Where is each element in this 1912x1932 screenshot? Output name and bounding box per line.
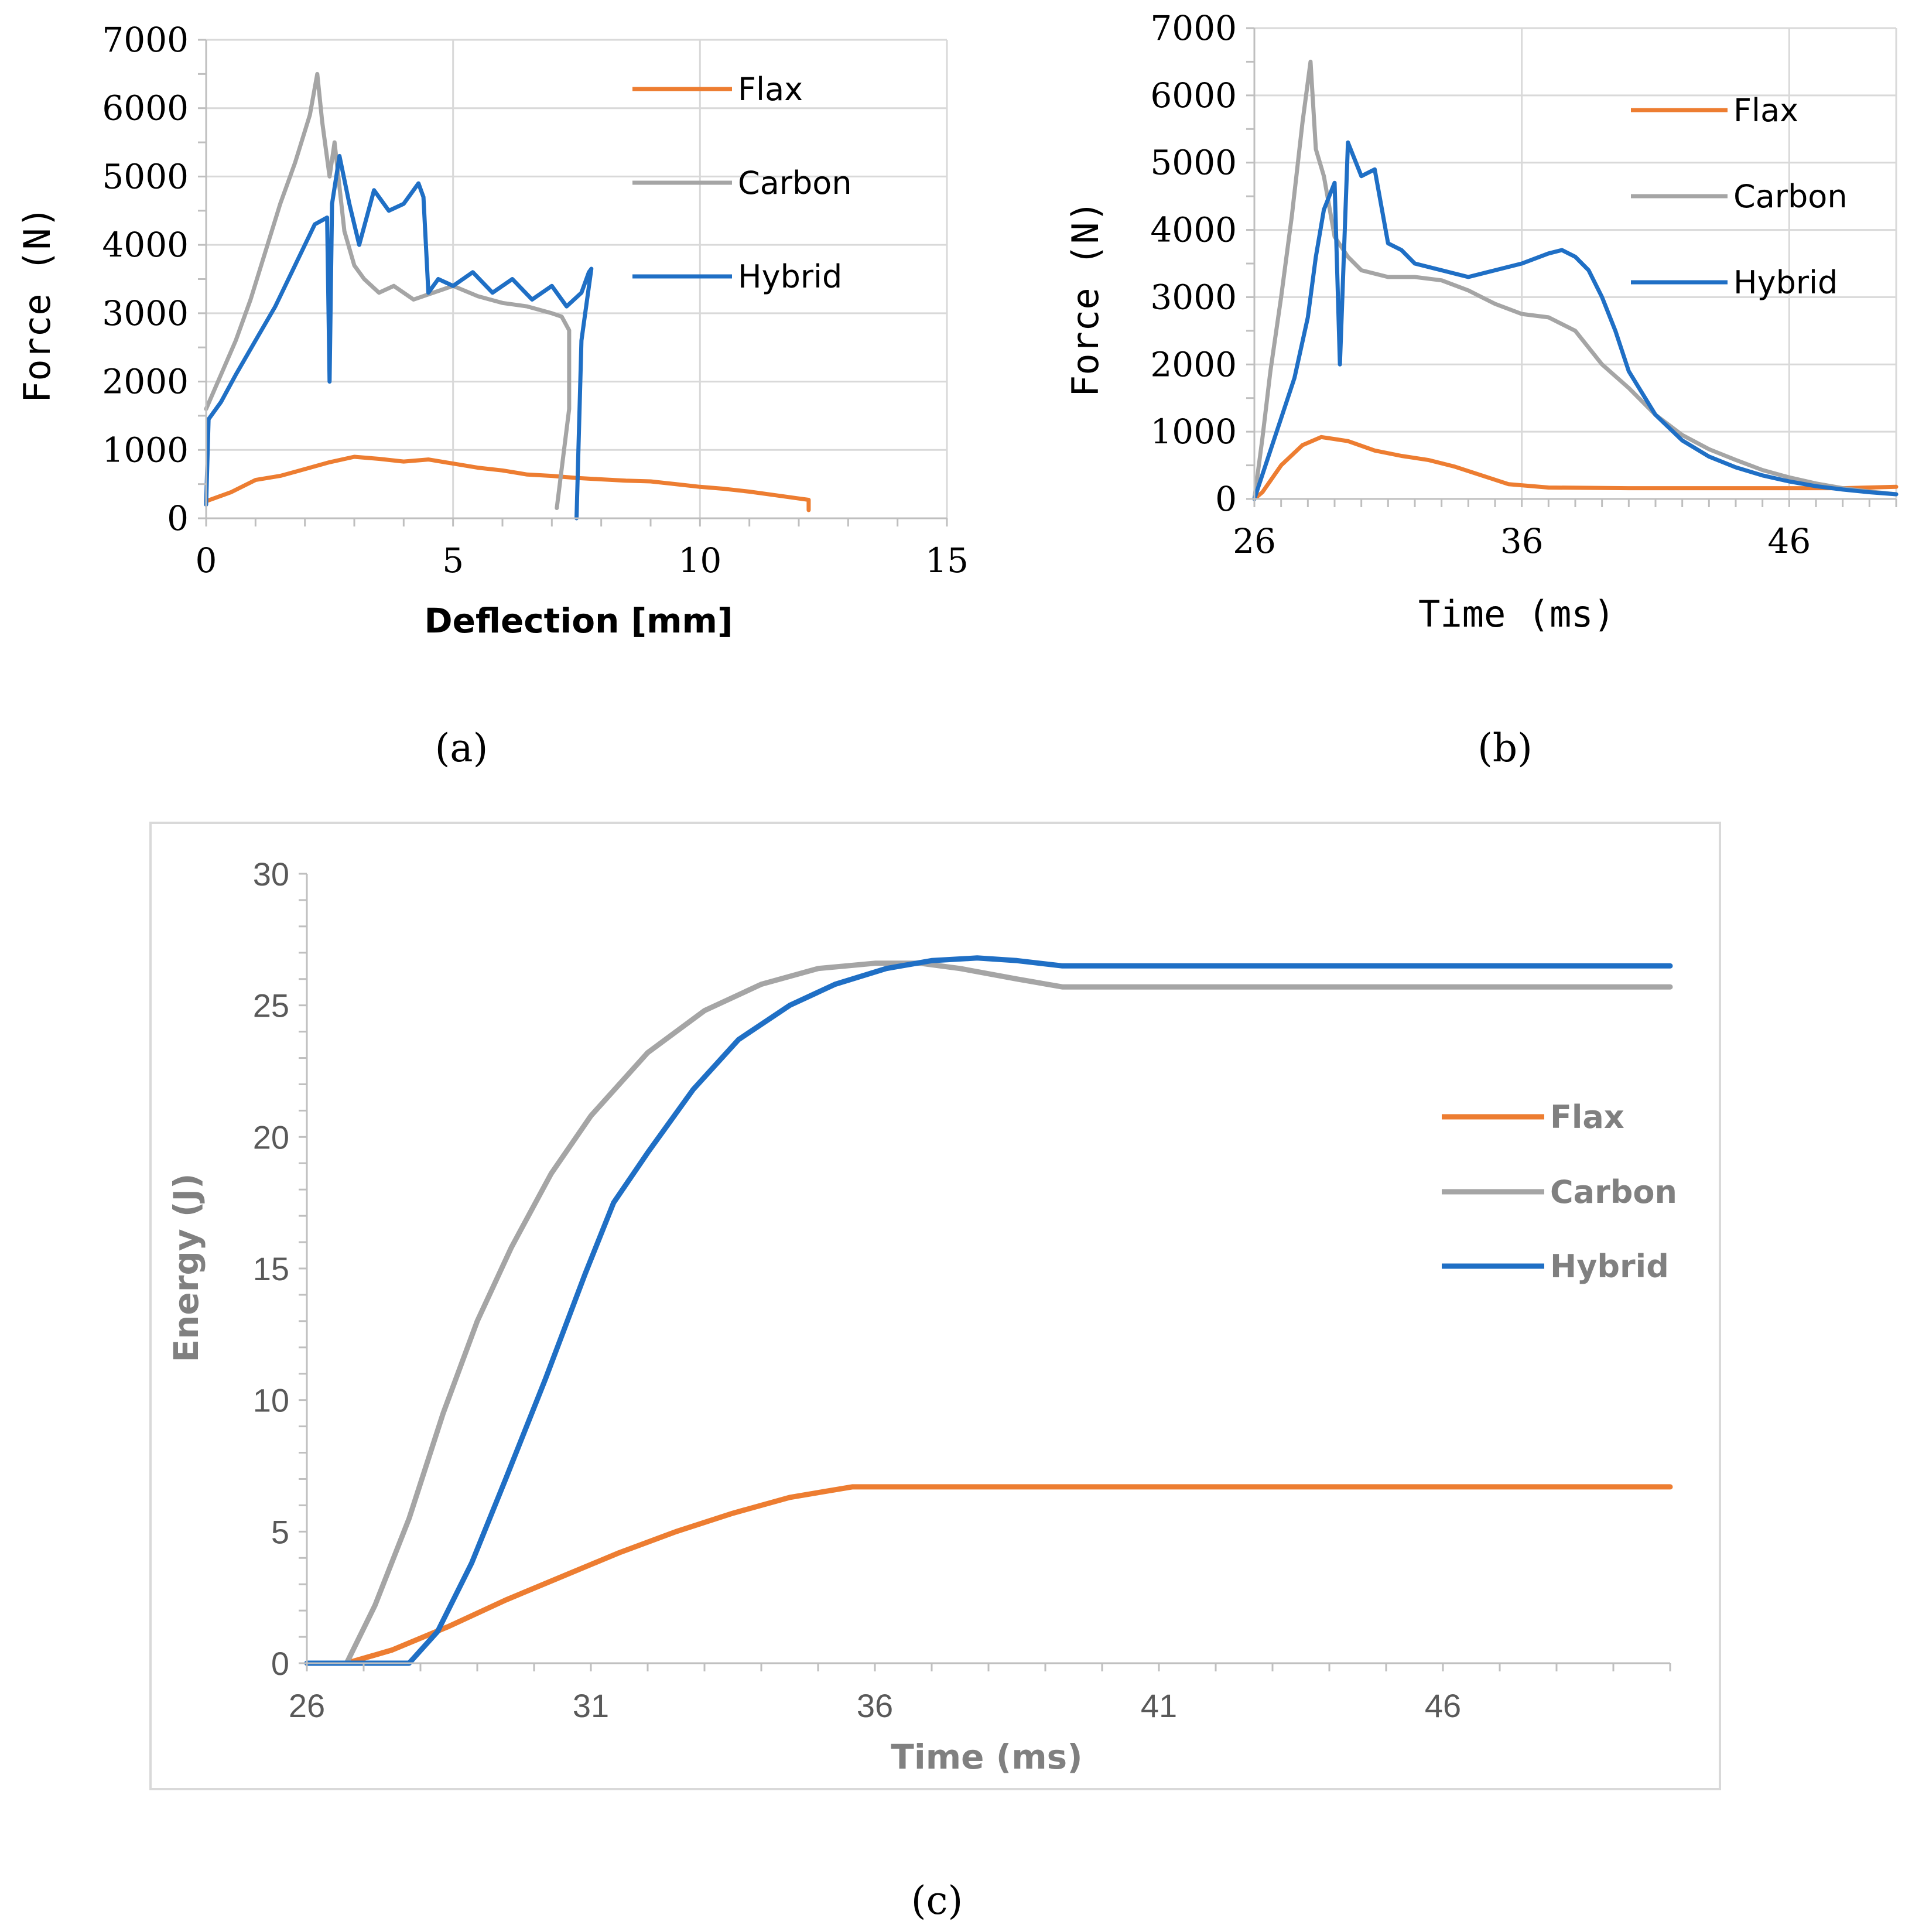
panel-a-legend-label-flax: Flax [738, 71, 803, 108]
panel-b-legend-label-carbon: Carbon [1733, 178, 1848, 215]
panel-b-series-carbon [1252, 59, 1899, 501]
panel-b-y-tick-label: 4000 [1150, 210, 1237, 250]
panel-c-y-tick-label: 30 [253, 856, 289, 893]
panel-b-y-tick-label: 2000 [1150, 344, 1237, 384]
panel-a-tick-labels: 0 5 10 15 0 1000 2000 3000 4000 5000 6000 7000 [102, 20, 969, 580]
panel-a-legend: Flax Carbon Hybrid [632, 71, 852, 295]
panel-a-series [204, 71, 811, 521]
panel-c-axes [299, 873, 1671, 1671]
panel-c-x-tick-label: 36 [857, 1687, 893, 1724]
panel-a-xlabel: Deflection [mm] [424, 601, 733, 641]
panel-c-energy-time: 26 31 36 41 46 0 5 10 15 20 25 30 Energy (J) Time (… [149, 822, 1721, 1923]
panel-a-x-tick-label: 5 [442, 541, 464, 580]
panel-c-ylabel: Energy (J) [166, 1174, 206, 1363]
panel-a-legend-label-carbon: Carbon [738, 165, 852, 201]
panel-b-label: (b) [1477, 726, 1533, 771]
panel-b-series-hybrid [1252, 140, 1899, 501]
panel-a-y-tick-label: 2000 [102, 362, 189, 402]
panel-a-force-deflection: 0 5 10 15 0 1000 2000 3000 4000 5000 6000 7000 Forc… [16, 20, 969, 771]
panel-c-x-tick-label: 26 [289, 1687, 325, 1724]
panel-a-y-tick-label: 4000 [102, 225, 189, 265]
panel-a-series-flax [204, 454, 811, 512]
panel-b-y-tick-label: 6000 [1150, 76, 1237, 115]
panel-c-tick-labels: 26 31 36 41 46 0 5 10 15 20 25 30 [253, 856, 1461, 1724]
panel-c-legend-label-carbon: Carbon [1550, 1174, 1677, 1211]
panel-a-y-tick-label: 7000 [102, 20, 189, 60]
panel-a-x-tick-label: 10 [678, 541, 721, 580]
panel-c-y-tick-label: 5 [271, 1513, 289, 1550]
panel-c-legend-label-flax: Flax [1550, 1099, 1624, 1136]
panel-a-label: (a) [435, 726, 488, 771]
panel-a-y-tick-label: 5000 [102, 156, 189, 196]
panel-c-y-tick-label: 15 [253, 1250, 289, 1287]
panel-b-y-tick-label: 3000 [1150, 277, 1237, 317]
panel-a-x-tick-label: 0 [196, 541, 217, 580]
panel-c-series [304, 955, 1673, 1666]
panel-c-x-tick-label: 41 [1141, 1687, 1177, 1724]
panel-b-grid [1254, 27, 1897, 499]
panel-c-series-flax [304, 1484, 1673, 1666]
panel-b-x-tick-label: 26 [1233, 521, 1276, 561]
panel-c-y-tick-label: 25 [253, 987, 289, 1024]
panel-b-series [1252, 59, 1899, 501]
panel-c-x-tick-label: 31 [573, 1687, 609, 1724]
panel-a-x-tick-label: 15 [925, 541, 969, 580]
panel-b-series-flax [1252, 435, 1899, 501]
panel-b-x-tick-label: 46 [1767, 521, 1811, 561]
panel-a-series-hybrid [204, 153, 594, 521]
panel-b-y-tick-label: 1000 [1150, 412, 1237, 452]
panel-b-y-tick-label: 7000 [1150, 8, 1237, 48]
panel-b-force-time: 26 36 46 0 1000 2000 3000 4000 5000 6000 7000 Forc… [1064, 8, 1899, 771]
panel-c-legend-label-hybrid: Hybrid [1550, 1248, 1669, 1285]
panel-c-frame [149, 822, 1721, 1790]
panel-b-legend-label-flax: Flax [1733, 92, 1798, 129]
panel-b-legend-label-hybrid: Hybrid [1733, 264, 1838, 301]
panel-c-y-tick-label: 10 [253, 1382, 289, 1419]
panel-b-ylabel: Force (N) [1064, 200, 1107, 397]
panel-c-legend: Flax Carbon Hybrid [1442, 1099, 1677, 1285]
panel-b-y-tick-label: 0 [1215, 479, 1237, 519]
panel-a-y-tick-label: 0 [167, 498, 189, 538]
panel-c-y-tick-label: 0 [271, 1645, 289, 1682]
panel-a-y-tick-label: 1000 [102, 430, 189, 470]
panel-b-y-tick-label: 5000 [1150, 143, 1237, 183]
panel-b-legend: Flax Carbon Hybrid [1631, 92, 1848, 301]
panel-a-series-carbon [204, 71, 572, 510]
panel-c-xlabel: Time (ms) [891, 1737, 1082, 1777]
panel-a-y-tick-label: 3000 [102, 293, 189, 333]
panel-b-axes [1246, 27, 1897, 507]
panel-b-tick-labels: 26 36 46 0 1000 2000 3000 4000 5000 6000 7000 [1150, 8, 1811, 561]
panel-a-ylabel: Force (N) [16, 206, 59, 403]
panel-b-x-tick-label: 36 [1500, 521, 1544, 561]
panel-c-y-tick-label: 20 [253, 1119, 289, 1155]
panel-c-label: (c) [911, 1878, 963, 1923]
panel-a-axes [198, 39, 948, 526]
panel-b-xlabel: Time (ms) [1418, 593, 1615, 635]
panel-c-series-carbon [304, 960, 1673, 1666]
panel-a-legend-label-hybrid: Hybrid [738, 258, 842, 295]
panel-c-series-hybrid [304, 955, 1673, 1666]
panel-c-x-tick-label: 46 [1425, 1687, 1461, 1724]
panel-a-y-tick-label: 6000 [102, 88, 189, 128]
